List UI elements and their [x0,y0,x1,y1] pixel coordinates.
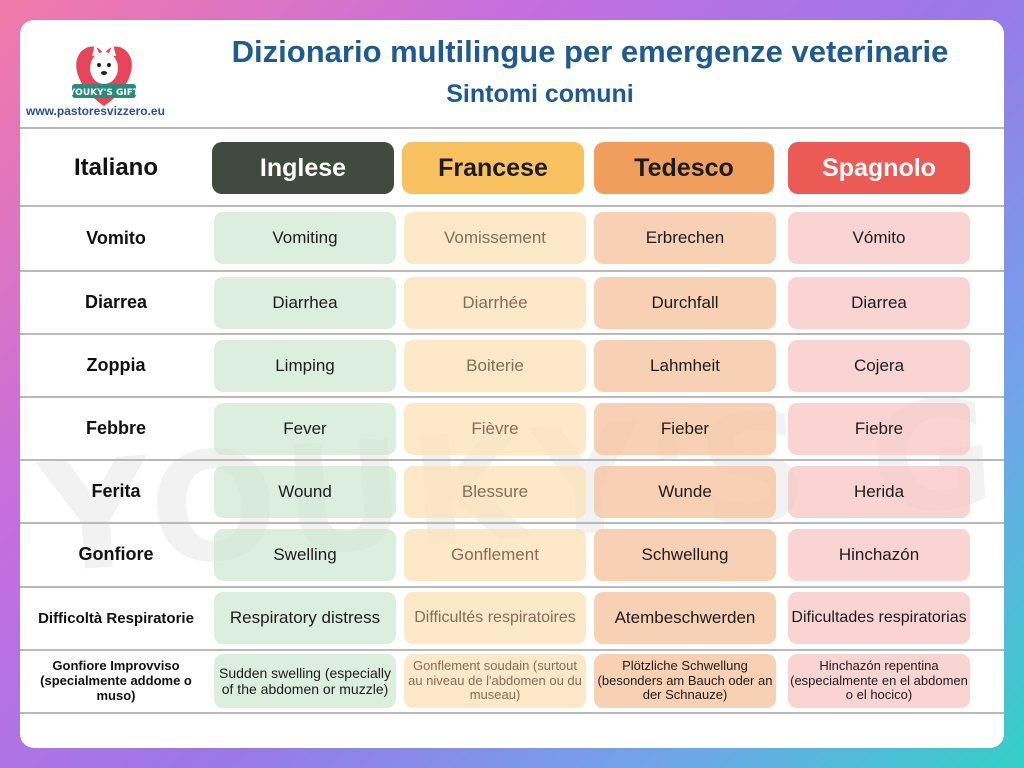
svg-text:YOUKY'S GIFT: YOUKY'S GIFT [68,88,140,98]
page-subtitle: Sintomi comuni [446,80,634,108]
row-label-italiano: Ferita [91,480,141,501]
cell-spagnolo: Diarrea [788,277,970,329]
cell-tedesco: Fieber [594,403,776,455]
cell-tedesco: Durchfall [594,277,776,329]
column-header-spagnolo: Spagnolo [788,142,970,194]
cell-tedesco: Plötzliche Schwellung (besonders am Bauc… [594,654,776,708]
cell-spagnolo: Hinchazón repentina (especialmente en el… [788,654,970,708]
cell-inglese: Limping [214,340,396,392]
cell-francese: Gonflement soudain (surtout au niveau de… [404,654,586,708]
row-label-italiano: Gonfiore Improvviso (specialmente addome… [40,657,192,703]
row-label-italiano: Gonfiore [78,543,154,564]
cell-tedesco: Atembeschwerden [594,592,776,644]
table-divider [20,459,1004,461]
column-header-francese: Francese [402,142,584,194]
cell-francese: Boiterie [404,340,586,392]
table-divider [20,522,1004,524]
cell-francese: Gonflement [404,529,586,581]
dictionary-card: YOUKY'S GIFT YOUKY'S GIFT www.pastoresvi… [20,20,1004,748]
table-divider [20,649,1004,651]
column-header-inglese: Inglese [212,142,394,194]
cell-tedesco: Wunde [594,466,776,518]
cell-inglese: Wound [214,466,396,518]
cell-spagnolo: Cojera [788,340,970,392]
table-divider [20,127,1004,129]
cell-spagnolo: Herida [788,466,970,518]
column-header-tedesco: Tedesco [594,142,774,194]
row-label-italiano: Vomito [86,227,146,248]
table-divider [20,333,1004,335]
cell-tedesco: Schwellung [594,529,776,581]
table-divider [20,396,1004,398]
column-header-italiano: Italiano [73,154,158,181]
table-divider [20,586,1004,588]
row-label-italiano: Diarrea [84,291,148,312]
logo-icon: YOUKY'S GIFT [68,44,140,106]
cell-inglese: Sudden swelling (especially of the abdom… [214,654,396,708]
table-divider [20,270,1004,272]
cell-inglese: Respiratory distress [214,592,396,644]
cell-spagnolo: Dificultades respiratorias [788,592,970,644]
cell-spagnolo: Fiebre [788,403,970,455]
website-url[interactable]: www.pastoresvizzero.eu [26,104,165,118]
cell-francese: Diarrhée [404,277,586,329]
cell-spagnolo: Vómito [788,212,970,264]
row-label-italiano: Difficoltà Respiratorie [38,609,194,627]
cell-tedesco: Erbrechen [594,212,776,264]
cell-tedesco: Lahmheit [594,340,776,392]
row-label-italiano: Febbre [85,417,146,438]
cell-inglese: Swelling [214,529,396,581]
table-divider [20,712,1004,714]
cell-francese: Vomissement [404,212,586,264]
cell-francese: Difficultés respiratoires [404,592,586,644]
table-divider [20,205,1004,207]
cell-francese: Fièvre [404,403,586,455]
cell-inglese: Diarrhea [214,277,396,329]
cell-inglese: Vomiting [214,212,396,264]
row-label-italiano: Zoppia [86,354,146,375]
page-title: Dizionario multilingue per emergenze vet… [231,34,949,69]
cell-spagnolo: Hinchazón [788,529,970,581]
cell-francese: Blessure [404,466,586,518]
cell-inglese: Fever [214,403,396,455]
